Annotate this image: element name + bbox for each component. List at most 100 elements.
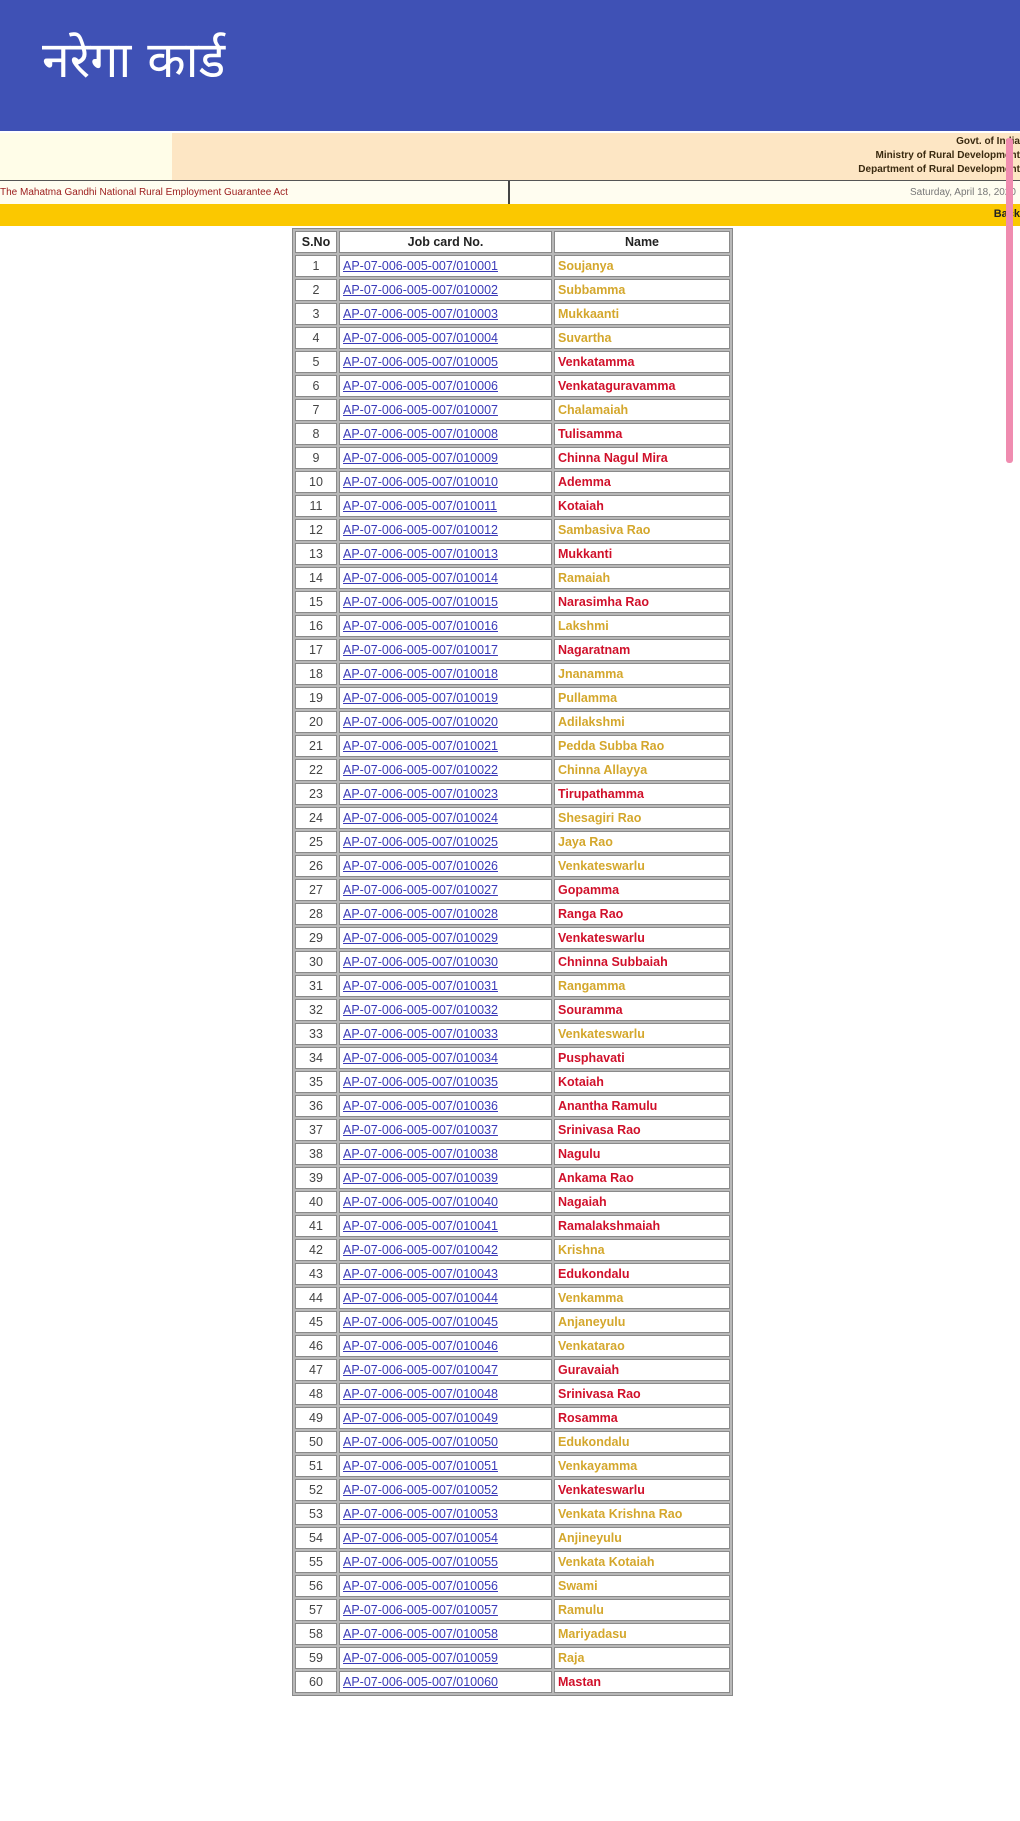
job-card-link[interactable]: AP-07-006-005-007/010052 <box>343 1483 498 1497</box>
job-card-link[interactable]: AP-07-006-005-007/010059 <box>343 1651 498 1665</box>
job-card-link[interactable]: AP-07-006-005-007/010018 <box>343 667 498 681</box>
job-card-link[interactable]: AP-07-006-005-007/010026 <box>343 859 498 873</box>
job-card-link[interactable]: AP-07-006-005-007/010058 <box>343 1627 498 1641</box>
table-row: 14 AP-07-006-005-007/010014 Ramaiah <box>295 567 730 589</box>
job-card-link[interactable]: AP-07-006-005-007/010014 <box>343 571 498 585</box>
table-row: 27 AP-07-006-005-007/010027 Gopamma <box>295 879 730 901</box>
job-card-link[interactable]: AP-07-006-005-007/010035 <box>343 1075 498 1089</box>
job-card-link[interactable]: AP-07-006-005-007/010048 <box>343 1387 498 1401</box>
job-card-cell: AP-07-006-005-007/010007 <box>339 399 552 421</box>
serial-number: 41 <box>295 1215 337 1237</box>
job-card-cell: AP-07-006-005-007/010033 <box>339 1023 552 1045</box>
serial-number: 4 <box>295 327 337 349</box>
job-card-link[interactable]: AP-07-006-005-007/010045 <box>343 1315 498 1329</box>
worker-name: Anjineyulu <box>554 1527 730 1549</box>
job-card-link[interactable]: AP-07-006-005-007/010039 <box>343 1171 498 1185</box>
job-card-link[interactable]: AP-07-006-005-007/010041 <box>343 1219 498 1233</box>
serial-number: 20 <box>295 711 337 733</box>
job-card-link[interactable]: AP-07-006-005-007/010042 <box>343 1243 498 1257</box>
job-card-link[interactable]: AP-07-006-005-007/010016 <box>343 619 498 633</box>
job-card-link[interactable]: AP-07-006-005-007/010006 <box>343 379 498 393</box>
job-card-link[interactable]: AP-07-006-005-007/010009 <box>343 451 498 465</box>
serial-number: 25 <box>295 831 337 853</box>
job-card-link[interactable]: AP-07-006-005-007/010030 <box>343 955 498 969</box>
job-card-link[interactable]: AP-07-006-005-007/010010 <box>343 475 498 489</box>
job-card-link[interactable]: AP-07-006-005-007/010044 <box>343 1291 498 1305</box>
job-card-link[interactable]: AP-07-006-005-007/010040 <box>343 1195 498 1209</box>
job-card-link[interactable]: AP-07-006-005-007/010033 <box>343 1027 498 1041</box>
job-card-link[interactable]: AP-07-006-005-007/010013 <box>343 547 498 561</box>
job-card-link[interactable]: AP-07-006-005-007/010031 <box>343 979 498 993</box>
worker-name: Venkata Kotaiah <box>554 1551 730 1573</box>
job-card-cell: AP-07-006-005-007/010043 <box>339 1263 552 1285</box>
job-card-link[interactable]: AP-07-006-005-007/010025 <box>343 835 498 849</box>
worker-name: Nagaiah <box>554 1191 730 1213</box>
job-card-link[interactable]: AP-07-006-005-007/010047 <box>343 1363 498 1377</box>
serial-number: 46 <box>295 1335 337 1357</box>
job-card-link[interactable]: AP-07-006-005-007/010057 <box>343 1603 498 1617</box>
job-card-link[interactable]: AP-07-006-005-007/010015 <box>343 595 498 609</box>
job-card-link[interactable]: AP-07-006-005-007/010056 <box>343 1579 498 1593</box>
worker-name: Pedda Subba Rao <box>554 735 730 757</box>
worker-name: Anjaneyulu <box>554 1311 730 1333</box>
serial-number: 42 <box>295 1239 337 1261</box>
job-card-link[interactable]: AP-07-006-005-007/010054 <box>343 1531 498 1545</box>
table-row: 1 AP-07-006-005-007/010001 Soujanya <box>295 255 730 277</box>
job-card-link[interactable]: AP-07-006-005-007/010021 <box>343 739 498 753</box>
job-card-link[interactable]: AP-07-006-005-007/010002 <box>343 283 498 297</box>
job-card-link[interactable]: AP-07-006-005-007/010023 <box>343 787 498 801</box>
serial-number: 30 <box>295 951 337 973</box>
job-card-link[interactable]: AP-07-006-005-007/010055 <box>343 1555 498 1569</box>
job-card-link[interactable]: AP-07-006-005-007/010060 <box>343 1675 498 1689</box>
worker-name: Anantha Ramulu <box>554 1095 730 1117</box>
job-card-cell: AP-07-006-005-007/010017 <box>339 639 552 661</box>
job-card-cell: AP-07-006-005-007/010035 <box>339 1071 552 1093</box>
worker-name: Venkatarao <box>554 1335 730 1357</box>
job-card-link[interactable]: AP-07-006-005-007/010034 <box>343 1051 498 1065</box>
worker-name: Krishna <box>554 1239 730 1261</box>
job-card-link[interactable]: AP-07-006-005-007/010037 <box>343 1123 498 1137</box>
serial-number: 43 <box>295 1263 337 1285</box>
job-card-link[interactable]: AP-07-006-005-007/010008 <box>343 427 498 441</box>
table-row: 35 AP-07-006-005-007/010035 Kotaiah <box>295 1071 730 1093</box>
serial-number: 13 <box>295 543 337 565</box>
worker-name: Ramaiah <box>554 567 730 589</box>
job-card-link[interactable]: AP-07-006-005-007/010032 <box>343 1003 498 1017</box>
job-card-link[interactable]: AP-07-006-005-007/010007 <box>343 403 498 417</box>
job-card-link[interactable]: AP-07-006-005-007/010004 <box>343 331 498 345</box>
job-card-link[interactable]: AP-07-006-005-007/010012 <box>343 523 498 537</box>
serial-number: 16 <box>295 615 337 637</box>
table-row: 46 AP-07-006-005-007/010046 Venkatarao <box>295 1335 730 1357</box>
table-row: 59 AP-07-006-005-007/010059 Raja <box>295 1647 730 1669</box>
job-card-cell: AP-07-006-005-007/010038 <box>339 1143 552 1165</box>
job-card-link[interactable]: AP-07-006-005-007/010028 <box>343 907 498 921</box>
job-card-link[interactable]: AP-07-006-005-007/010020 <box>343 715 498 729</box>
job-card-link[interactable]: AP-07-006-005-007/010027 <box>343 883 498 897</box>
job-card-cell: AP-07-006-005-007/010024 <box>339 807 552 829</box>
job-card-link[interactable]: AP-07-006-005-007/010017 <box>343 643 498 657</box>
job-card-link[interactable]: AP-07-006-005-007/010022 <box>343 763 498 777</box>
scrollbar[interactable] <box>1006 138 1013 463</box>
job-card-link[interactable]: AP-07-006-005-007/010051 <box>343 1459 498 1473</box>
job-card-link[interactable]: AP-07-006-005-007/010019 <box>343 691 498 705</box>
table-row: 31 AP-07-006-005-007/010031 Rangamma <box>295 975 730 997</box>
table-row: 18 AP-07-006-005-007/010018 Jnanamma <box>295 663 730 685</box>
worker-name: Gopamma <box>554 879 730 901</box>
job-card-link[interactable]: AP-07-006-005-007/010024 <box>343 811 498 825</box>
job-card-link[interactable]: AP-07-006-005-007/010053 <box>343 1507 498 1521</box>
job-card-link[interactable]: AP-07-006-005-007/010049 <box>343 1411 498 1425</box>
job-card-link[interactable]: AP-07-006-005-007/010003 <box>343 307 498 321</box>
job-card-link[interactable]: AP-07-006-005-007/010011 <box>343 499 498 513</box>
job-card-link[interactable]: AP-07-006-005-007/010038 <box>343 1147 498 1161</box>
job-card-link[interactable]: AP-07-006-005-007/010029 <box>343 931 498 945</box>
worker-name: Kotaiah <box>554 1071 730 1093</box>
table-row: 8 AP-07-006-005-007/010008 Tulisamma <box>295 423 730 445</box>
job-card-link[interactable]: AP-07-006-005-007/010046 <box>343 1339 498 1353</box>
job-card-link[interactable]: AP-07-006-005-007/010036 <box>343 1099 498 1113</box>
job-card-link[interactable]: AP-07-006-005-007/010043 <box>343 1267 498 1281</box>
worker-name: Subbamma <box>554 279 730 301</box>
job-card-link[interactable]: AP-07-006-005-007/010005 <box>343 355 498 369</box>
job-card-link[interactable]: AP-07-006-005-007/010050 <box>343 1435 498 1449</box>
job-card-link[interactable]: AP-07-006-005-007/010001 <box>343 259 498 273</box>
worker-name: Chinna Allayya <box>554 759 730 781</box>
